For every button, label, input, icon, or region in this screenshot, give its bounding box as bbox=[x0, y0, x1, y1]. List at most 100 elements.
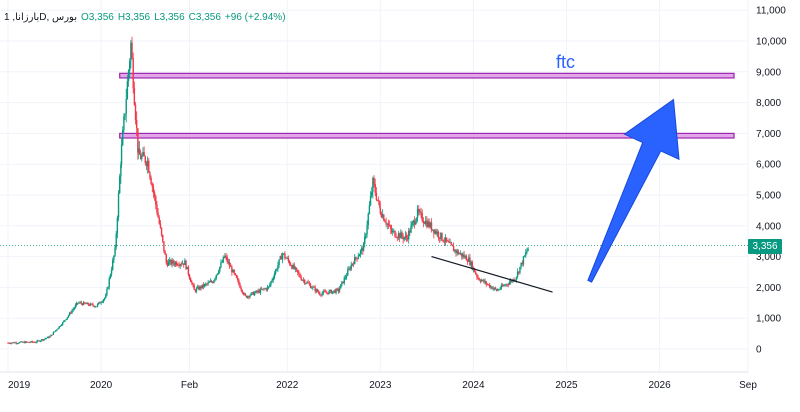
candle-body bbox=[267, 286, 270, 288]
candle-body bbox=[21, 341, 23, 343]
candle-body bbox=[45, 338, 48, 339]
candle-body bbox=[358, 254, 361, 257]
candle-body bbox=[488, 284, 491, 288]
time-axis[interactable]: 2019 2020 Feb 2022 2023 2024 2025 2026 Sep bbox=[0, 371, 757, 391]
candle-body bbox=[198, 286, 200, 290]
candle-body bbox=[319, 292, 321, 295]
candle-body bbox=[78, 302, 80, 304]
candle-body bbox=[109, 274, 112, 279]
candle-body bbox=[229, 266, 232, 268]
candle-body bbox=[315, 289, 318, 292]
x-tick-label: 2022 bbox=[276, 380, 299, 391]
candle-body bbox=[23, 341, 25, 344]
candle-body bbox=[172, 260, 174, 264]
candle-body bbox=[79, 302, 81, 304]
candle-body bbox=[65, 319, 67, 321]
candle-body bbox=[134, 104, 137, 121]
candle-body bbox=[15, 342, 17, 344]
candle-body bbox=[473, 268, 476, 273]
y-tick-label: 2,000 bbox=[756, 283, 781, 294]
candle-body bbox=[176, 262, 178, 266]
candle-body bbox=[361, 247, 363, 251]
candle-body bbox=[195, 288, 198, 292]
candle-body bbox=[14, 342, 16, 344]
candle-body bbox=[280, 256, 283, 260]
candle-body bbox=[228, 261, 231, 267]
candle-body bbox=[114, 247, 116, 256]
x-tick-label: 2020 bbox=[90, 380, 113, 391]
candle-body bbox=[253, 292, 256, 296]
candle-body bbox=[416, 217, 418, 222]
candle-body bbox=[138, 148, 141, 155]
candle-body bbox=[39, 340, 42, 342]
candle-body bbox=[246, 296, 249, 298]
candle-body bbox=[67, 315, 70, 318]
candle-body bbox=[139, 154, 142, 160]
candle-body bbox=[477, 277, 479, 279]
drawings bbox=[431, 98, 680, 293]
candle-body bbox=[84, 302, 86, 304]
candle-body bbox=[165, 254, 167, 263]
candle-body bbox=[459, 253, 462, 254]
candle-body bbox=[288, 260, 291, 265]
candle-body bbox=[516, 271, 519, 277]
candle-body bbox=[298, 272, 300, 275]
candle-body bbox=[207, 282, 209, 284]
candle-body bbox=[377, 200, 380, 202]
candle-body bbox=[490, 286, 492, 288]
x-tick-label: 2023 bbox=[369, 380, 392, 391]
candle-body bbox=[521, 262, 523, 265]
candle-body bbox=[241, 290, 244, 293]
candle-body bbox=[118, 176, 121, 194]
candle-body bbox=[391, 230, 394, 233]
price-axis[interactable]: 0 1,000 2,000 3,000 4,000 5,000 6,000 7,000 8,00… bbox=[756, 6, 787, 356]
candle-body bbox=[48, 336, 50, 338]
candle-body bbox=[68, 312, 71, 316]
candle-body bbox=[223, 257, 226, 259]
candle-body bbox=[338, 288, 341, 292]
candle-body bbox=[66, 317, 69, 320]
y-tick-label: 8,000 bbox=[756, 98, 781, 109]
candle-body bbox=[108, 278, 110, 287]
candle-body bbox=[215, 274, 217, 279]
candle-body bbox=[504, 285, 506, 287]
candle-body bbox=[323, 291, 326, 293]
candle-body bbox=[329, 289, 331, 291]
candle-body bbox=[349, 268, 351, 270]
symbol-label[interactable]: 1 ,بارزاناD, بورس bbox=[4, 12, 78, 23]
candle-body bbox=[277, 264, 279, 270]
low-value: L3,356 bbox=[154, 12, 185, 23]
candle-body bbox=[132, 58, 134, 89]
candle-body bbox=[317, 291, 320, 293]
y-tick-label: 0 bbox=[756, 345, 762, 356]
candle-body bbox=[85, 303, 87, 305]
candle-body bbox=[146, 160, 149, 167]
candle-body bbox=[137, 148, 140, 153]
candle-body bbox=[308, 283, 311, 285]
candle-body bbox=[201, 284, 204, 289]
candle-body bbox=[499, 288, 501, 290]
candle-body bbox=[151, 184, 153, 187]
candle-body bbox=[480, 280, 483, 282]
candle-body bbox=[393, 230, 395, 232]
candle-body bbox=[63, 320, 65, 323]
candle-body bbox=[428, 221, 430, 228]
candle-body bbox=[184, 260, 186, 265]
candle-body bbox=[22, 341, 24, 343]
candle-body bbox=[225, 255, 227, 258]
candle-body bbox=[11, 342, 14, 344]
candle-body bbox=[330, 289, 333, 294]
candle-body bbox=[486, 284, 489, 285]
candle-body bbox=[255, 290, 257, 293]
candle-body bbox=[352, 263, 355, 265]
candle-body bbox=[10, 342, 13, 344]
open-value: O3,356 bbox=[81, 12, 114, 23]
candle-body bbox=[456, 250, 458, 253]
candle-body bbox=[276, 269, 278, 271]
candle-body bbox=[485, 281, 487, 285]
candle-body bbox=[153, 192, 156, 197]
candle-body bbox=[226, 257, 228, 263]
candle-body bbox=[235, 274, 238, 278]
